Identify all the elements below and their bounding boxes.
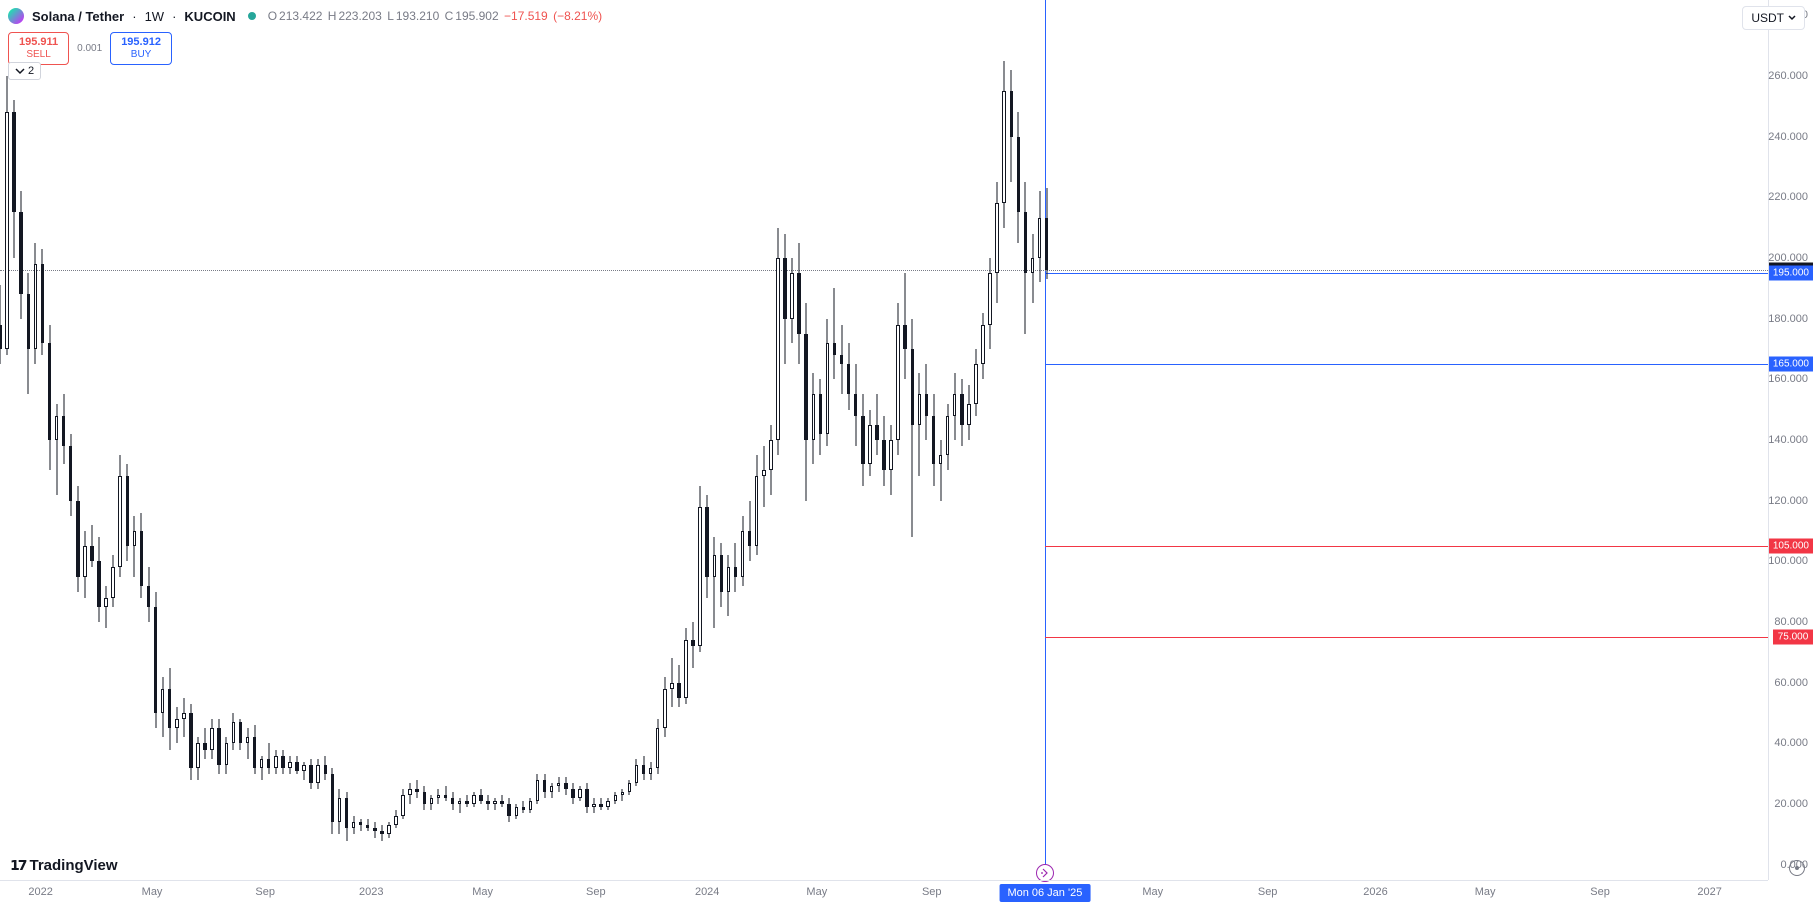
price-tick: 120.000 — [1768, 495, 1808, 507]
line-price-label: 165.000 — [1769, 357, 1813, 372]
time-tick: Sep — [255, 886, 275, 898]
chart-header: Solana / Tether · 1W · KUCOIN O213.422 H… — [8, 8, 604, 24]
chevron-down-icon — [1788, 15, 1796, 21]
price-tick: 240.000 — [1768, 131, 1808, 143]
time-tick: Sep — [1258, 886, 1278, 898]
chart-canvas[interactable] — [0, 0, 1768, 880]
goto-date-button[interactable] — [1789, 860, 1805, 876]
time-tick: 2026 — [1363, 886, 1387, 898]
symbol-icon — [8, 8, 24, 24]
price-tick: 40.000 — [1774, 737, 1808, 749]
line-price-label: 195.000 — [1769, 266, 1813, 281]
price-tick: 160.000 — [1768, 373, 1808, 385]
time-tick: Sep — [586, 886, 606, 898]
chevron-down-icon — [15, 67, 25, 75]
price-tick: 100.000 — [1768, 555, 1808, 567]
quote-row: 195.911 SELL 0.001 195.912 BUY — [8, 32, 172, 65]
time-tick: Sep — [922, 886, 942, 898]
line-price-label: 105.000 — [1769, 539, 1813, 554]
spread-value: 0.001 — [77, 43, 102, 54]
horizontal-line[interactable] — [1045, 637, 1768, 638]
horizontal-line[interactable] — [1045, 364, 1768, 365]
logo-icon: 𝟭𝟳 — [10, 857, 25, 874]
horizontal-line[interactable] — [1045, 273, 1768, 274]
time-axis[interactable]: 2022 May Sep 2023 May Sep 2024 May Sep Mon 06 Jan… — [0, 880, 1768, 924]
timeframe[interactable]: 1W — [145, 9, 165, 24]
time-tick: 2024 — [695, 886, 719, 898]
sell-button[interactable]: 195.911 SELL — [8, 32, 69, 65]
collapse-indicators-button[interactable]: 2 — [8, 62, 41, 80]
line-price-label: 75.000 — [1773, 630, 1813, 645]
market-status-dot — [248, 12, 256, 20]
price-axis[interactable]: 0.00020.00040.00060.00080.000100.000120.… — [1768, 0, 1813, 880]
currency-selector[interactable]: USDT — [1742, 6, 1805, 30]
time-tick: May — [806, 886, 827, 898]
price-tick: 20.000 — [1774, 798, 1808, 810]
ohlc-values: O213.422 H223.203 L193.210 C195.902 −17.… — [268, 9, 604, 23]
symbol-name[interactable]: Solana / Tether — [32, 9, 124, 24]
tradingview-logo[interactable]: 𝟭𝟳 TradingView — [10, 857, 118, 874]
time-tick: May — [472, 886, 493, 898]
price-tick: 60.000 — [1774, 677, 1808, 689]
current-time-label: Mon 06 Jan '25 — [999, 884, 1090, 902]
time-tick: May — [1142, 886, 1163, 898]
time-tick: 2022 — [28, 886, 52, 898]
horizontal-line[interactable] — [1045, 546, 1768, 547]
time-tick: 2023 — [359, 886, 383, 898]
price-tick: 260.000 — [1768, 70, 1808, 82]
price-tick: 140.000 — [1768, 434, 1808, 446]
time-tick: 2027 — [1697, 886, 1721, 898]
time-tick: May — [1475, 886, 1496, 898]
exchange[interactable]: KUCOIN — [184, 9, 235, 24]
current-price-line — [0, 270, 1768, 271]
time-tick: May — [142, 886, 163, 898]
price-tick: 180.000 — [1768, 313, 1808, 325]
crosshair-vertical — [1045, 0, 1046, 880]
time-tick: Sep — [1590, 886, 1610, 898]
buy-button[interactable]: 195.912 BUY — [110, 32, 172, 65]
price-tick: 220.000 — [1768, 191, 1808, 203]
price-tick: 80.000 — [1774, 616, 1808, 628]
